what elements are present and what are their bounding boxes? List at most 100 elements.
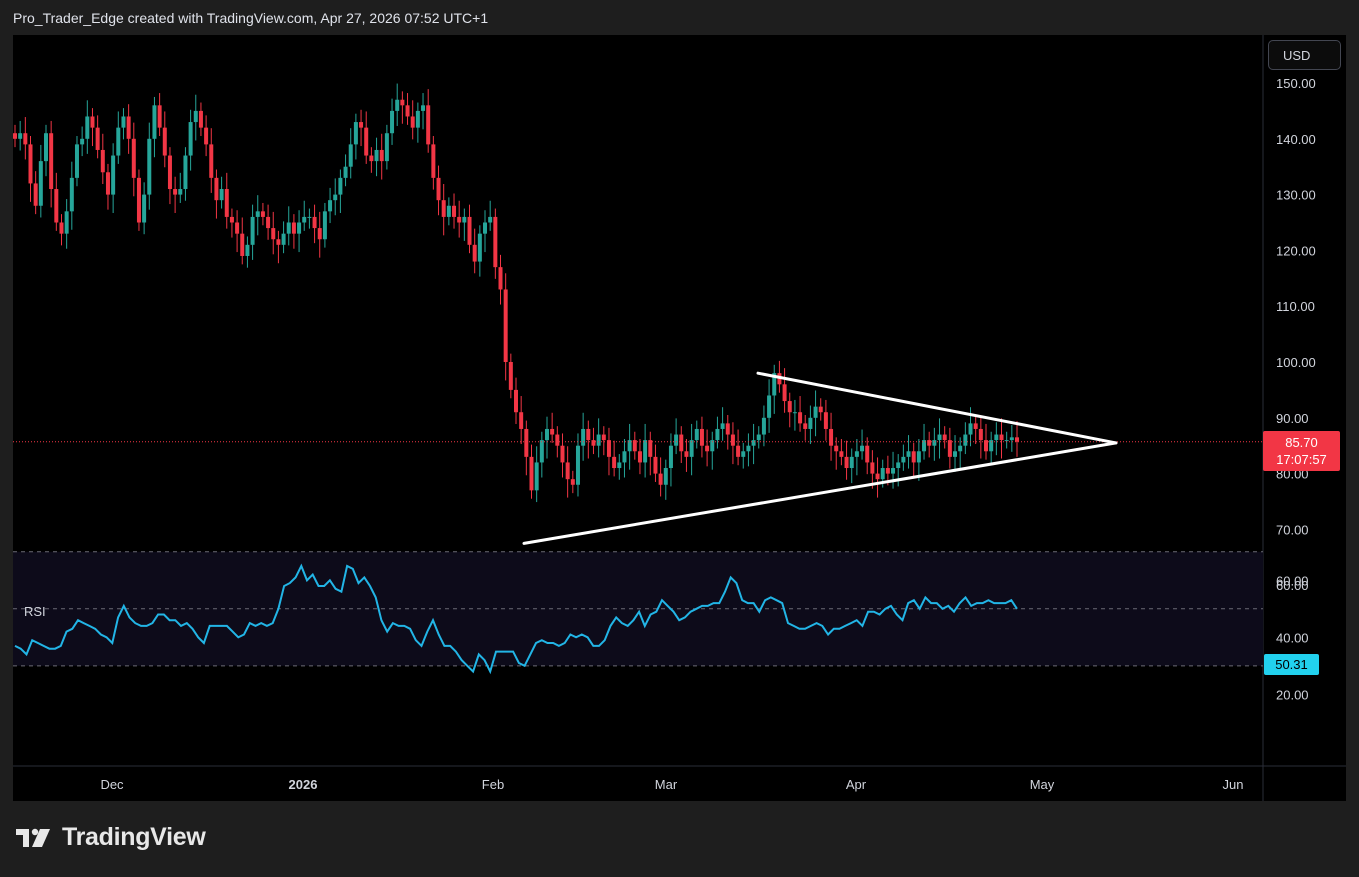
candle-body [13,133,17,139]
time-tick-label: May [1030,777,1055,792]
candle-body [648,440,653,457]
candle-body [643,440,648,463]
candle-body [555,434,560,446]
candle-body [870,462,875,474]
candle-body [457,216,462,223]
candle-body [281,233,286,245]
candle-body [188,122,193,156]
candle-body [927,440,932,446]
candle-body [637,451,642,463]
candle-body [782,384,787,402]
candle-body [978,428,983,441]
candle-body [911,451,916,463]
candle-body [441,200,446,217]
chart-area[interactable]: 150.00 140.00 130.00 120.00 110.00 100.00 90.0… [13,35,1346,801]
candle-body [544,428,549,441]
candle-body [973,423,978,429]
candle-body [885,468,890,474]
tradingview-logo: TradingView [16,823,206,852]
candle-body [426,105,431,145]
candle-body [395,99,400,111]
currency-button[interactable]: USD [1268,40,1341,70]
candle-body [286,222,291,234]
candle-body [173,189,178,195]
candle-body [818,406,823,413]
candle-body [204,127,209,145]
candle-body [808,417,813,429]
candle-body [741,451,746,457]
candle-body [224,189,229,217]
candle-body [519,412,524,429]
candle-body [524,428,529,457]
candle-body [932,440,937,446]
candle-body [364,127,369,156]
price-tick-label: 120.00 [1276,243,1316,258]
tradingview-logo-icon [16,828,50,847]
rsi-tick-label: 20.00 [1276,687,1309,702]
price-tick-label: 110.00 [1276,299,1315,314]
candle-body [581,428,586,446]
candle-body [28,144,33,184]
candle-body [813,406,818,418]
candle-body [999,434,1004,441]
candle-body [586,428,591,441]
candle-body [245,244,250,256]
candle-body [436,177,441,201]
candle-body [772,373,777,396]
price-axis: 150.00 140.00 130.00 120.00 110.00 100.00 90.0… [1276,76,1316,702]
candle-body [730,434,735,446]
candle-body [43,133,48,162]
candle-body [209,144,214,178]
candle-body [679,434,684,452]
candle-body [596,434,601,446]
candle-body [937,434,942,441]
candle-body [617,462,622,469]
price-tick-label: 70.00 [1276,522,1309,537]
candle-body [467,216,472,245]
candle-body [328,200,333,212]
candle-body [880,468,885,480]
candle-body [565,462,570,480]
price-tick-label: 100.00 [1276,355,1316,370]
candle-body [446,205,451,217]
candle-body [193,110,198,123]
candle-body [1015,437,1019,442]
candle-body [291,222,296,234]
candle-body [922,440,927,452]
rsi-value-badge: 50.31 [1264,654,1319,675]
candle-body [38,161,43,206]
candle-body [570,479,575,485]
time-tick-label: 2026 [289,777,318,792]
candle-body [1009,437,1014,441]
candle-body [333,194,338,201]
candle-body [353,122,358,145]
candle-body [606,440,611,457]
candle-body [250,216,255,245]
candle-body [508,362,513,390]
candle-body [162,127,167,156]
candle-body [415,110,420,128]
candle-body [266,216,271,229]
candle-body [54,189,59,223]
candle-body [74,144,79,178]
candle-body [849,456,854,469]
candle-body [963,434,968,446]
candle-body [302,216,307,223]
candle-body [167,155,172,190]
candle-body [751,440,756,446]
candle-body [942,434,947,441]
candle-body [100,149,105,173]
candle-body [136,177,141,223]
candle-body [601,434,606,441]
candle-body [477,233,482,262]
candle-body [219,189,224,201]
candle-body [694,428,699,441]
candle-body [968,423,973,435]
candle-body [317,228,322,240]
candle-body [379,149,384,162]
candle-body [705,445,710,452]
candle-body [958,445,963,452]
candle-body [550,428,555,435]
candle-body [105,172,110,195]
last-price-badge: 85.70 17:07:57 [1263,431,1340,471]
